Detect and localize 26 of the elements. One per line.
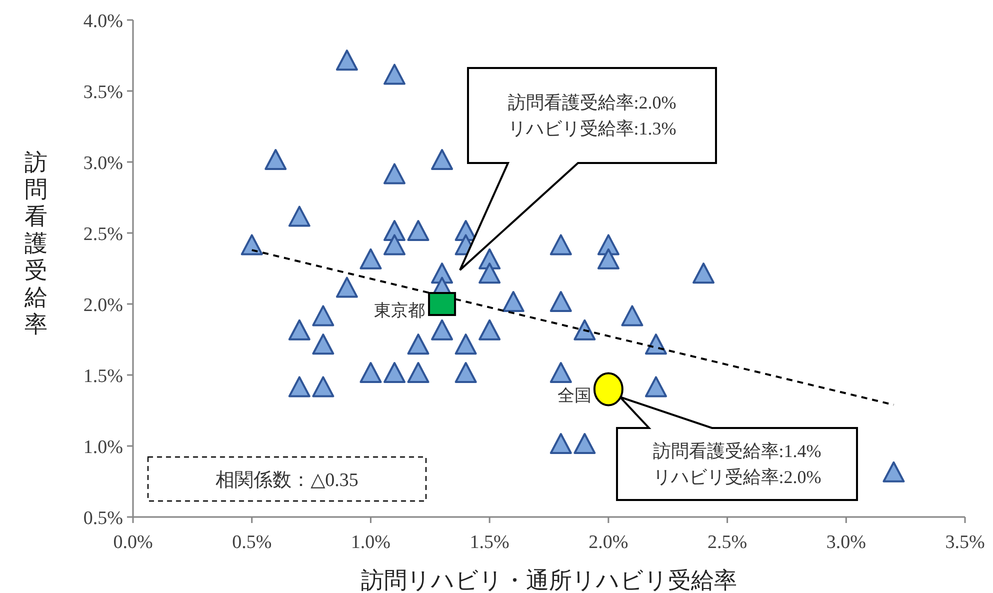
series-label: 東京都: [374, 301, 426, 321]
y-tick-label: 4.0%: [83, 11, 124, 32]
x-tick-label: 2.0%: [588, 532, 628, 553]
series-label: 全国: [557, 386, 592, 406]
y-tick-label: 3.5%: [83, 82, 124, 103]
y-tick-label: 1.5%: [83, 366, 124, 387]
annotation: 訪問看護受給率:1.4% リハビリ受給率:2.0%: [652, 441, 822, 487]
y-tick-label: 2.5%: [83, 224, 124, 245]
x-tick-label: 0.0%: [113, 532, 153, 553]
x-tick-label: 3.5%: [945, 532, 985, 553]
x-tick-label: 1.0%: [350, 532, 391, 553]
x-axis-title: 訪問リハビリ・通所リハビリ受給率: [361, 568, 737, 593]
annotation: 訪問看護受給率:1.4% リハビリ受給率:2.0%: [616, 396, 858, 501]
y-tick-label: 3.0%: [83, 153, 124, 174]
y-tick-label: 1.0%: [83, 437, 124, 458]
y-tick-label: 2.0%: [83, 295, 124, 316]
annotation: 訪問看護受給率:2.0% リハビリ受給率:1.3%: [508, 92, 676, 138]
x-tick-label: 0.5%: [232, 532, 272, 553]
annotation: 訪問看護受給率:2.0% リハビリ受給率:1.3%: [459, 67, 717, 271]
annotation: 相関係数：△0.35: [216, 470, 358, 491]
y-axis-title: 訪問看護受給率: [24, 150, 48, 338]
x-tick-label: 1.5%: [470, 532, 510, 553]
x-tick-label: 3.0%: [826, 532, 866, 553]
annotation: 相関係数：△0.35: [147, 456, 427, 502]
x-tick-label: 2.5%: [707, 532, 748, 553]
y-tick-label: 0.5%: [83, 508, 124, 529]
